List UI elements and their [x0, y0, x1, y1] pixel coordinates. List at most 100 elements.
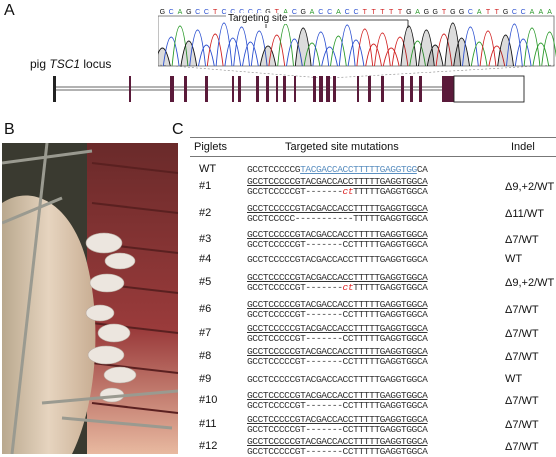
- chromatogram-peak: [488, 45, 506, 67]
- locus-prefix: pig: [30, 57, 50, 71]
- chromatogram-trace: [158, 15, 556, 67]
- row-seq-line1: GCCTCCCCCGTACGACCACCTTTTTGAGGTGGCA: [247, 254, 428, 265]
- chromatogram-peaks: [158, 22, 556, 67]
- base-call: T: [363, 9, 368, 16]
- row-sequences: GCCTCCCCCGTACGACCACCTTTTTGAGGTGGCA GCCTCC…: [247, 347, 428, 367]
- chromatogram-peak: [250, 30, 268, 67]
- base-call: A: [477, 9, 482, 16]
- wt-seq-flank: GCCTCCCCCG: [247, 164, 301, 175]
- base-call: A: [530, 9, 535, 16]
- row-indel: Δ7/WT: [505, 328, 539, 340]
- row-indel: Δ7/WT: [505, 441, 539, 453]
- exon: [419, 76, 422, 102]
- row-seq-part-line2-a: GCCTCCCCCGT-------: [247, 186, 343, 197]
- chromatogram-peak: [215, 22, 233, 67]
- chromatogram-peak: [418, 29, 435, 67]
- row-indel: Δ7/WT: [505, 395, 539, 407]
- header-indel: Indel: [511, 141, 535, 153]
- base-call: G: [265, 9, 270, 16]
- crate-bars: [2, 143, 178, 454]
- wt-sequence: GCCTCCCCCGTACGACCACCTTTTTGAGGTGGCA: [247, 164, 428, 175]
- row-label: #2: [199, 207, 212, 219]
- row-seq-line2: GCCTCCCCCGT-------CCTTTTTGAGGTGGCA: [247, 240, 428, 250]
- chromatogram-peak: [479, 30, 497, 67]
- exon: [205, 76, 208, 102]
- chromatogram-peak: [462, 26, 479, 67]
- row-seq-line1: GCCTCCCCCGTACGACCACCTTTTTGAGGTGGCA: [247, 374, 428, 385]
- header-mutations: Targeted site mutations: [285, 141, 399, 153]
- row-seq-line1: GCCTCCCCCGTACGACCACCTTTTTGAGGTGGCA: [247, 299, 428, 310]
- locus-suffix: locus: [80, 57, 112, 71]
- base-call: C: [248, 9, 253, 16]
- base-call: C: [292, 9, 297, 16]
- exon: [276, 76, 278, 102]
- locus-gene: TSC1: [49, 57, 81, 71]
- exon: [410, 76, 413, 102]
- base-call: G: [406, 9, 411, 16]
- panel-label-a: A: [4, 2, 15, 19]
- chromatogram-peak: [277, 23, 294, 67]
- row-seq-part-line2-c: CCTTTTTGAGGTGGCA: [342, 356, 428, 367]
- sow-body: [2, 195, 96, 454]
- chromatogram-peak: [198, 44, 215, 67]
- chromatogram-peak: [189, 29, 206, 67]
- chromatogram-peak: [180, 40, 198, 67]
- chromatogram-peak: [506, 23, 523, 67]
- base-call: A: [310, 9, 315, 16]
- row-label: #8: [199, 350, 212, 362]
- chromatogram-peak: [514, 38, 532, 67]
- chromatogram-peak: [426, 44, 444, 67]
- exon: [232, 76, 234, 102]
- row-seq-line1: GCCTCCCCCGTACGACCACCTTTTTGAGGTGGCA: [247, 176, 428, 187]
- row-seq-part-line2-a: GCCTCCCCCGT-------: [247, 309, 343, 320]
- row-sequences: GCCTCCCCCGTACGACCACCTTTTTGAGGTGGCA: [247, 254, 428, 265]
- exon: [326, 76, 330, 102]
- base-call: A: [336, 9, 341, 16]
- base-call: C: [521, 9, 526, 16]
- base-call: G: [424, 9, 429, 16]
- row-indel: WT: [505, 253, 523, 265]
- exon: [357, 76, 359, 102]
- row-indel: Δ7/WT: [505, 351, 539, 363]
- row-seq-part-line2-a: GCCTCCCCCGT-------: [247, 424, 343, 435]
- exon: [368, 76, 371, 102]
- wt-seq-target: TACGACCACCTTTTTGAGGTGG: [300, 164, 417, 175]
- row-seq-line1: GCCTCCCCCGTACGACCACCTTTTTGAGGTGGCA: [247, 390, 428, 401]
- row-indel: Δ7/WT: [505, 304, 539, 316]
- table-header-rule: [190, 156, 556, 157]
- piglets-group: [85, 232, 137, 403]
- targeting-site-label: Targeting site: [226, 13, 290, 24]
- row-seq-line2: GCCTCCCCCGT-------ctTTTTTGAGGTGGCA: [247, 186, 428, 197]
- pen-floor: [87, 143, 178, 454]
- base-call: T: [380, 9, 385, 16]
- row-seq-part-line2-c: CCTTTTTGAGGTGGCA: [342, 446, 428, 457]
- row-seq-line1: GCCTCCCCCGTACGACCACCTTTTTGAGGTGGCA: [247, 414, 428, 425]
- base-call: C: [327, 9, 332, 16]
- chromatogram-peak: [312, 31, 330, 67]
- zoom-guide-left: [159, 64, 323, 79]
- chromatogram-peak: [523, 27, 541, 67]
- row-indel: WT: [505, 373, 523, 385]
- row-sequences: GCCTCCCCCGTACGACCACCTTTTTGAGGTGGCA GCCTCC…: [247, 390, 428, 411]
- chromatogram-peak: [330, 35, 347, 67]
- base-call: C: [195, 9, 200, 16]
- exon: [170, 76, 174, 102]
- exon-3utr: [453, 75, 525, 103]
- base-call: A: [178, 9, 183, 16]
- chromatogram-peak: [294, 27, 312, 67]
- panel-label-c: C: [172, 121, 184, 138]
- chromatogram-peak: [374, 32, 391, 67]
- row-label-wt: WT: [199, 163, 217, 175]
- chromatogram-peak: [321, 46, 338, 67]
- row-sequences: GCCTCCCCCGTACGACCACCTTTTTGAGGTGGCA GCCTCC…: [247, 324, 428, 344]
- base-call: A: [283, 9, 288, 16]
- base-call: T: [398, 9, 403, 16]
- chromatogram-base-calls: GCAGCCTCCCCCGTACGACCACCTTTTTGAGGTGGCATTG…: [158, 4, 556, 16]
- exon: [256, 76, 259, 102]
- tsc1-locus-diagram: [53, 64, 556, 103]
- base-call: T: [213, 9, 218, 16]
- chromatogram-peak: [365, 43, 382, 67]
- exon: [238, 76, 241, 102]
- row-seq-line2: GCCTCCCCCGT-------CCTTTTTGAGGTGGCA: [247, 446, 428, 457]
- exon: [294, 76, 296, 102]
